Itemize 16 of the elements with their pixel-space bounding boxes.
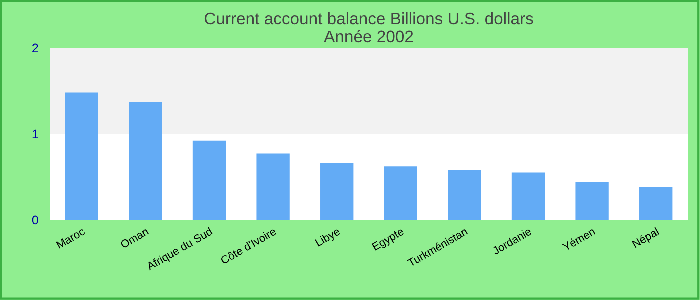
x-tick-label: Oman	[120, 228, 150, 249]
bar	[640, 187, 673, 220]
x-tick-label: Libye	[314, 227, 342, 249]
bar	[576, 182, 609, 220]
y-tick-label: 2	[32, 44, 38, 53]
bar	[192, 140, 226, 220]
bar	[256, 154, 290, 220]
bar	[65, 92, 98, 220]
bar	[384, 166, 418, 220]
chart-title: Current account balance Billions U.S. dollars Année 2002	[204, 12, 534, 43]
y-tick-label: 1	[32, 130, 38, 139]
bar	[448, 170, 482, 220]
bar	[320, 163, 354, 220]
bar	[129, 102, 162, 220]
bar	[512, 172, 546, 220]
y-tick-label: 0	[32, 216, 38, 225]
